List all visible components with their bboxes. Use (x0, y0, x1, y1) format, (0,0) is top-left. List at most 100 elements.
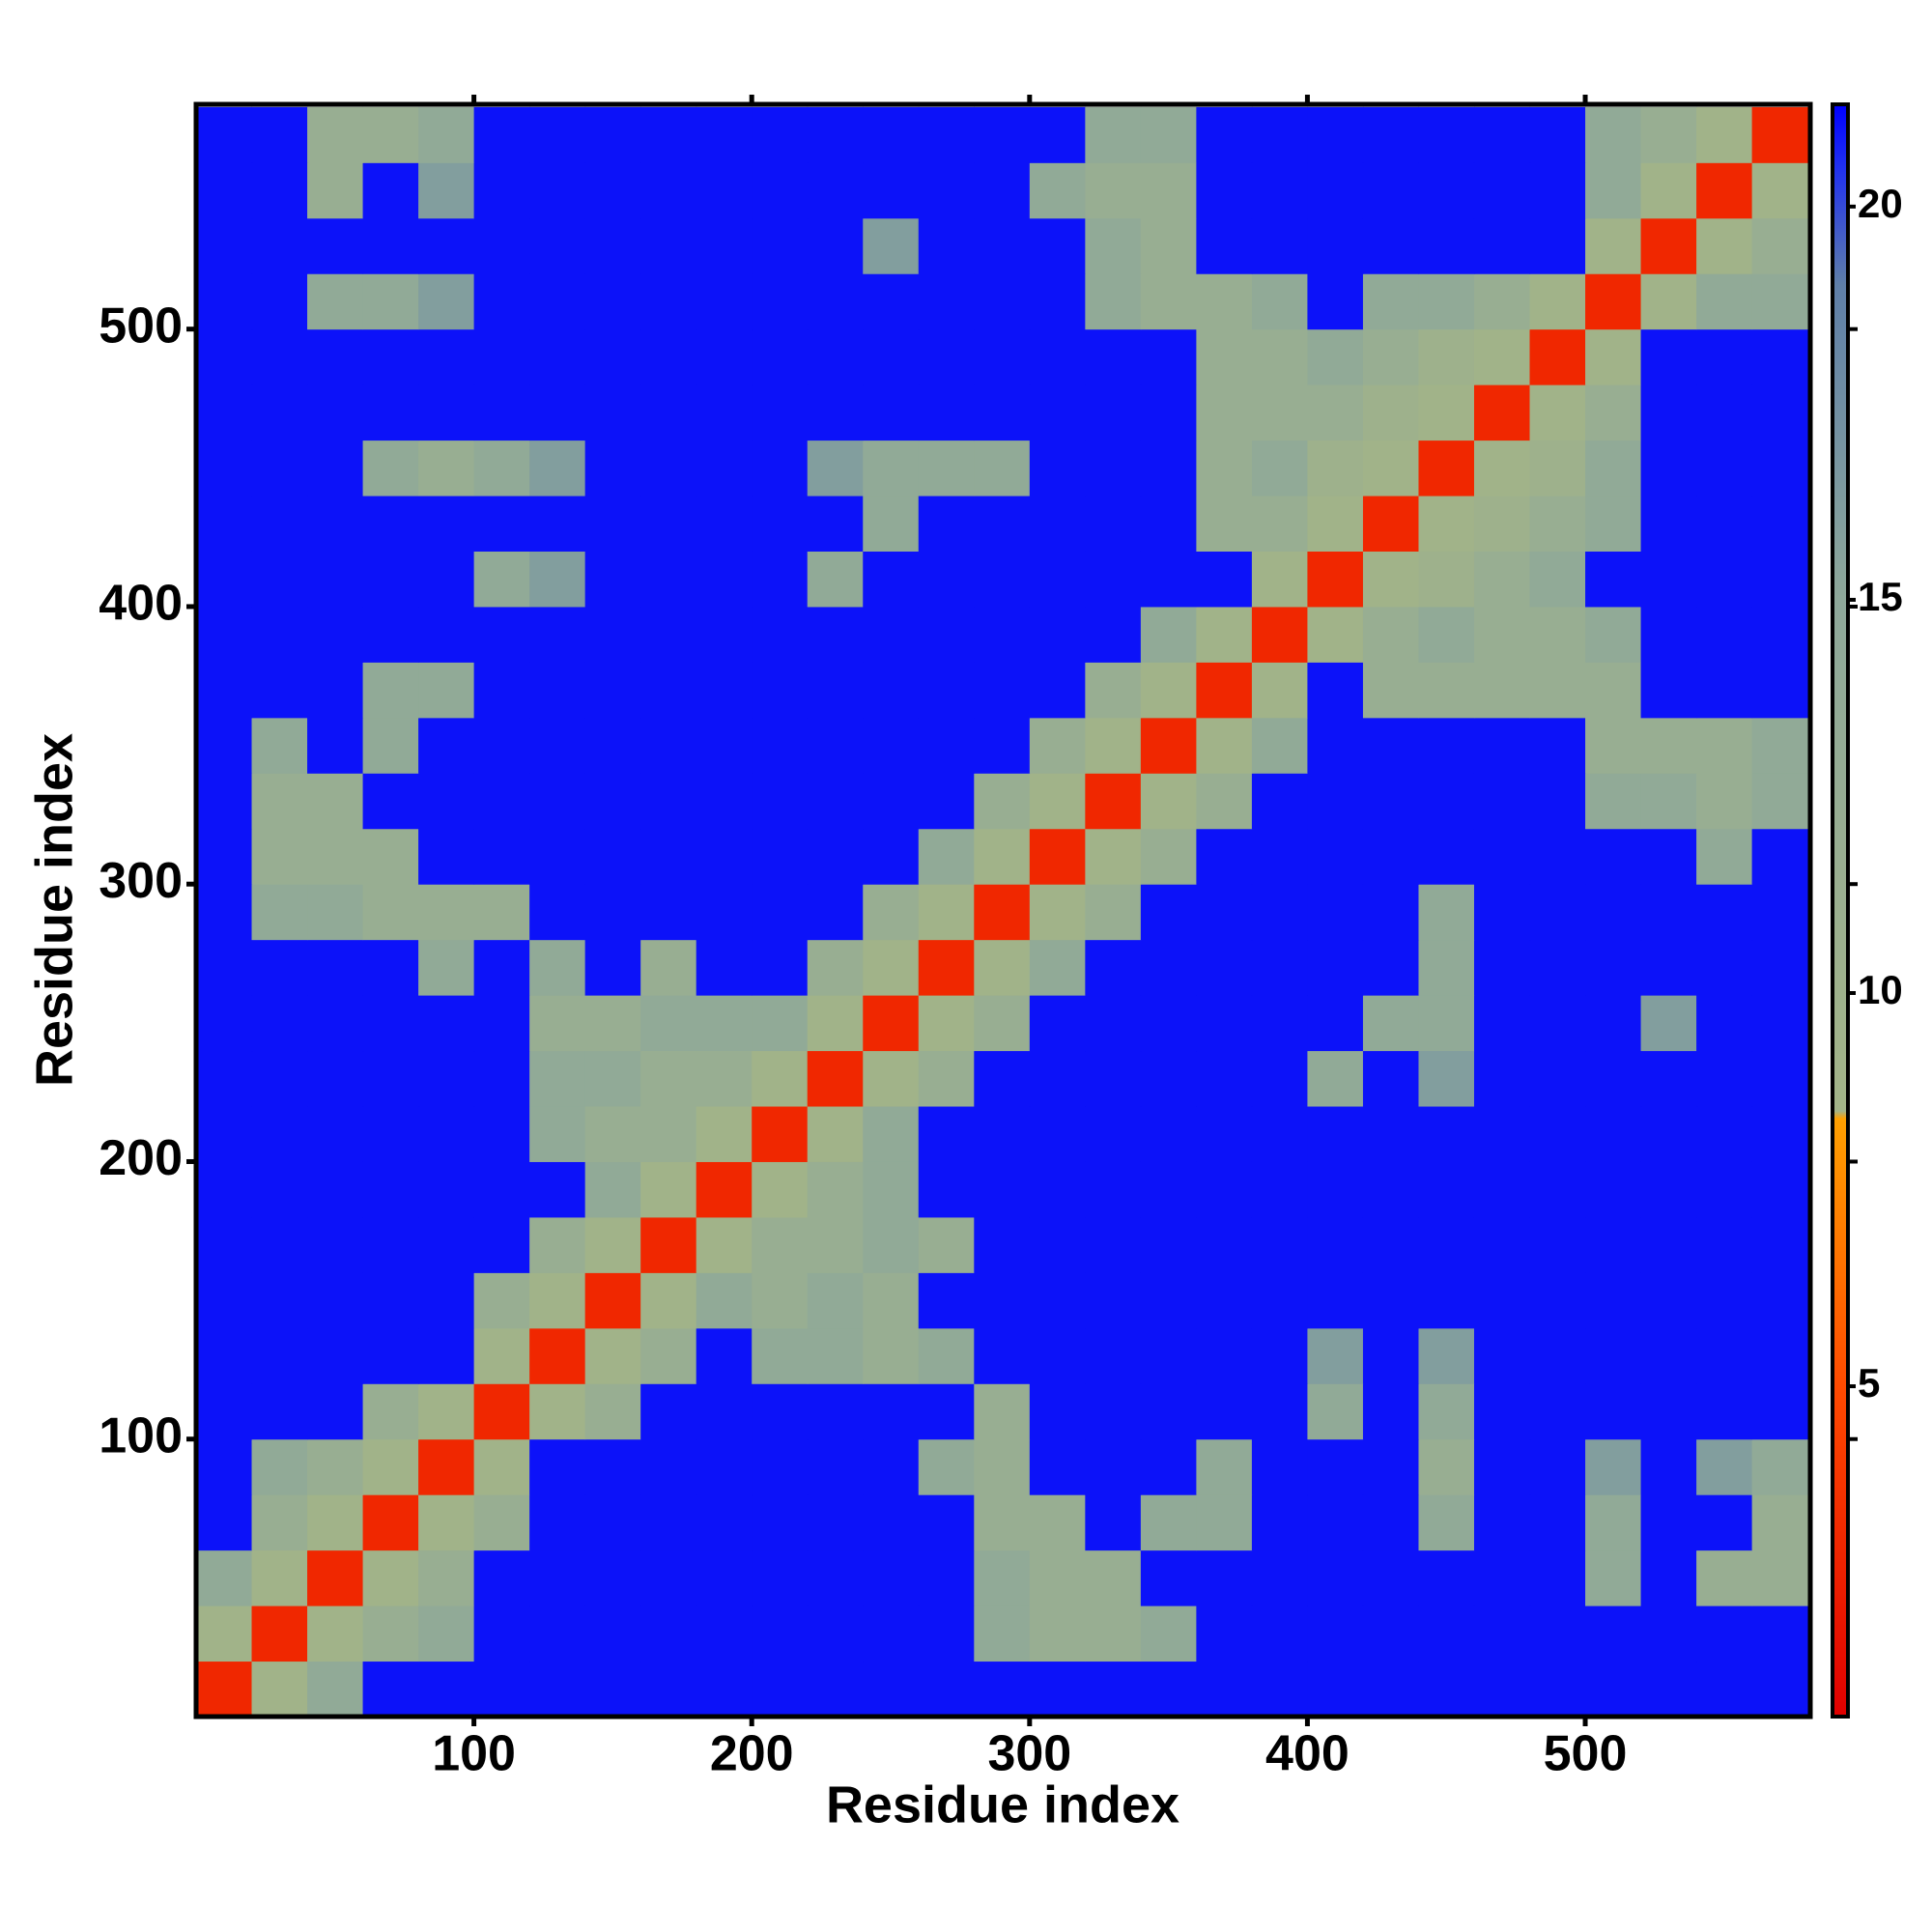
heat-cell (1418, 384, 1475, 441)
heat-cell (752, 106, 809, 163)
heat-cell (584, 662, 641, 719)
heat-cell (974, 1161, 1031, 1218)
heat-cell (1307, 1327, 1364, 1384)
heat-cell (863, 1549, 920, 1606)
heat-cell (1196, 551, 1253, 608)
heat-cell (1085, 328, 1142, 385)
heat-cell (1473, 1050, 1531, 1107)
heat-cell (1140, 551, 1197, 608)
heat-cell (1473, 1605, 1531, 1662)
heat-cell (251, 1438, 308, 1495)
heat-cell (1585, 606, 1642, 663)
heat-cell (974, 662, 1031, 719)
heat-cell (1196, 662, 1253, 719)
heat-cell (752, 717, 809, 774)
heat-cell (1751, 662, 1808, 719)
heat-cell (918, 1549, 975, 1606)
heat-cell (418, 884, 475, 941)
heat-cell (918, 328, 975, 385)
heat-cell (1196, 217, 1253, 274)
heat-cell (473, 1272, 530, 1329)
heat-cell (974, 328, 1031, 385)
heat-cell (1251, 551, 1308, 608)
heat-cell (1251, 1661, 1308, 1717)
heat-cell (251, 1605, 308, 1662)
heat-cell (362, 828, 419, 885)
heat-cell (918, 1216, 975, 1273)
heat-cell (362, 1161, 419, 1218)
heat-cell (1196, 939, 1253, 996)
heat-cell (1362, 939, 1419, 996)
heat-cell (529, 1661, 586, 1717)
heat-cell (1751, 939, 1808, 996)
heat-cell (640, 162, 697, 219)
heat-cell (1251, 273, 1308, 330)
heat-cell (251, 1383, 308, 1440)
heat-cell (1418, 1327, 1475, 1384)
heat-cell (418, 1661, 475, 1717)
heat-cell (1307, 273, 1364, 330)
heat-cell (1196, 1106, 1253, 1162)
heat-cell (1473, 1438, 1531, 1495)
heat-cell (529, 1272, 586, 1329)
heat-cell (251, 106, 308, 163)
heat-cell (863, 662, 920, 719)
heat-cell (196, 662, 253, 719)
heat-cell (1362, 828, 1419, 885)
heat-cell (1029, 1327, 1086, 1384)
heat-cell (1196, 773, 1253, 830)
heat-cell (752, 1050, 809, 1107)
heat-cell (1751, 1161, 1808, 1218)
heat-cell (529, 1050, 586, 1107)
heat-cell (418, 717, 475, 774)
heat-cell (1418, 106, 1475, 163)
heat-cell (473, 828, 530, 885)
heat-cell (918, 384, 975, 441)
heat-cell (1196, 1327, 1253, 1384)
heat-cell (640, 884, 697, 941)
heat-cell (974, 1383, 1031, 1440)
heat-cell (1251, 1050, 1308, 1107)
heat-cell (640, 606, 697, 663)
heat-cell (584, 1605, 641, 1662)
heat-cell (307, 496, 364, 552)
heat-cell (1529, 217, 1586, 274)
heat-cell (473, 1161, 530, 1218)
heat-cell (1085, 717, 1142, 774)
heat-cell (974, 1106, 1031, 1162)
heat-cell (752, 1216, 809, 1273)
heat-cell (1418, 1272, 1475, 1329)
heat-cell (1696, 1438, 1753, 1495)
heat-cell (696, 1050, 753, 1107)
heat-cell (473, 440, 530, 497)
heat-cell (418, 440, 475, 497)
heat-cell (251, 995, 308, 1052)
heat-cell (473, 884, 530, 941)
heat-cell (1085, 106, 1142, 163)
heat-cell (529, 606, 586, 663)
heat-cell (807, 551, 864, 608)
heat-cell (1751, 1549, 1808, 1606)
heat-cell (1418, 440, 1475, 497)
heat-cell (1251, 1383, 1308, 1440)
heat-cell (1751, 440, 1808, 497)
heat-cell (251, 440, 308, 497)
heat-cell (1473, 1494, 1531, 1551)
heat-cell (918, 273, 975, 330)
heat-cell (1640, 1272, 1697, 1329)
heat-cell (1529, 884, 1586, 941)
heat-cell (696, 662, 753, 719)
heat-cell (473, 273, 530, 330)
heat-cell (918, 106, 975, 163)
heat-cell (1640, 1383, 1697, 1440)
heat-cell (1362, 1383, 1419, 1440)
heat-cell (196, 1272, 253, 1329)
heat-cell (1473, 1216, 1531, 1273)
heat-cell (1529, 1327, 1586, 1384)
heat-cell (974, 1661, 1031, 1717)
heat-cell (1307, 1549, 1364, 1606)
heat-cell (1585, 773, 1642, 830)
heat-cell (251, 1661, 308, 1717)
heat-cell (1362, 995, 1419, 1052)
heat-cell (1085, 828, 1142, 885)
